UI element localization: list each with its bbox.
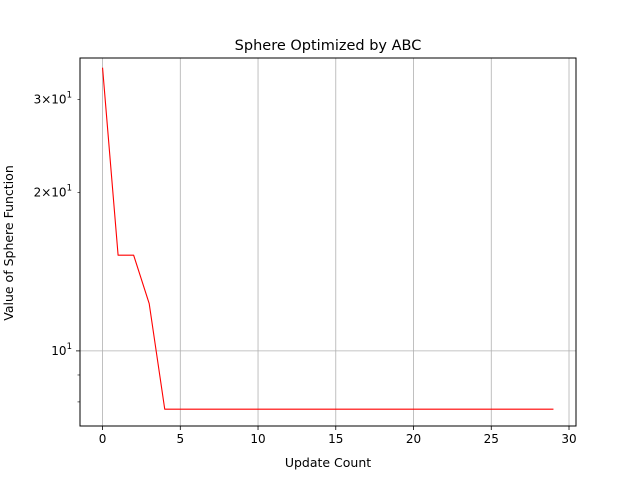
plot-frame — [79, 57, 577, 427]
x-tick-label: 30 — [561, 432, 576, 446]
x-tick-label: 0 — [99, 432, 107, 446]
series-line — [102, 67, 554, 410]
y-minor-tick-label: 2×101 — [34, 183, 72, 199]
y-minor-tick-label: 3×101 — [34, 91, 72, 107]
grid-lines — [80, 58, 576, 426]
series-layer — [102, 67, 554, 410]
x-tick-label: 10 — [250, 432, 265, 446]
x-tick-label: 25 — [484, 432, 499, 446]
y-axis-label: Value of Sphere Function — [1, 165, 16, 321]
x-tick-label: 20 — [406, 432, 421, 446]
x-tick-label: 5 — [176, 432, 184, 446]
x-axis-ticks: 0 5 10 15 20 25 30 — [99, 426, 577, 446]
x-tick-label: 15 — [328, 432, 343, 446]
x-axis-label: Update Count — [285, 455, 371, 470]
chart-title: Sphere Optimized by ABC — [235, 38, 422, 54]
